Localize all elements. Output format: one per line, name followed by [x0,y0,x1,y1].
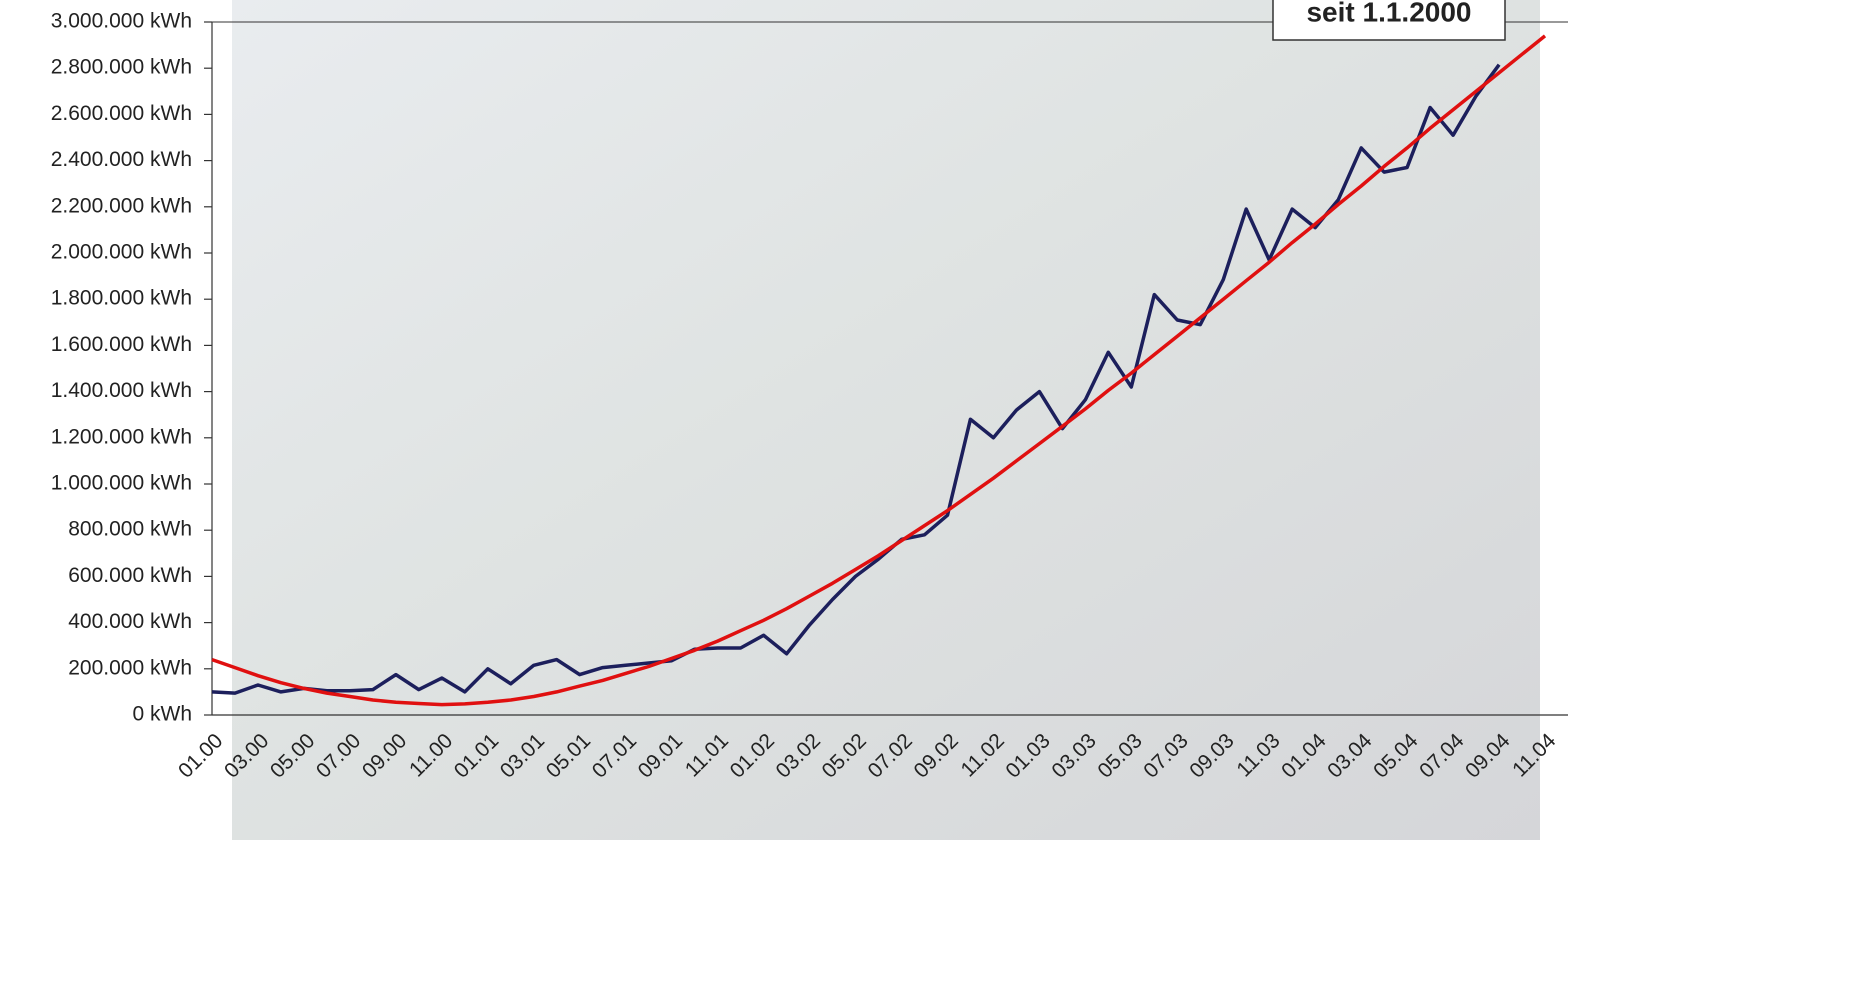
annotation: seit 1.1.2000 [1306,0,1471,27]
chart: seit 1.1.2000 0 kWh 200.000 kWh 400.000 kW… [0,0,1854,994]
x-tick-label: 01.00 [174,729,227,782]
y-tick-label: 1.000.000 kWh [51,472,192,495]
y-tick-label: 1.600.000 kWh [51,333,192,356]
background-photo [232,0,1540,840]
y-tick-label: 2.000.000 kWh [51,241,192,264]
y-tick-label: 1.200.000 kWh [51,425,192,448]
y-tick-label: 400.000 kWh [68,610,192,633]
y-tick-label: 2.400.000 kWh [51,148,192,171]
y-tick-label: 200.000 kWh [68,656,192,679]
y-tick-label: 2.200.000 kWh [51,194,192,217]
y-tick-label: 2.800.000 kWh [51,56,192,79]
y-tick-label: 1.800.000 kWh [51,287,192,310]
y-tick-label: 600.000 kWh [68,564,192,587]
y-tick-label: 3.000.000 kWh [51,10,192,33]
y-tick-label: 2.600.000 kWh [51,102,192,125]
y-tick-label: 1.400.000 kWh [51,379,192,402]
y-tick-label: 0 kWh [132,703,192,726]
y-tick-label: 800.000 kWh [68,518,192,541]
